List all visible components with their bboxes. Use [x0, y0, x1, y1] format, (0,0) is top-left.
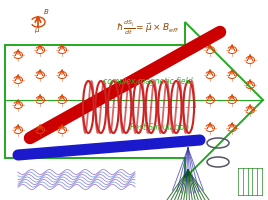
Text: Fast Simulation: Fast Simulation	[131, 123, 189, 132]
Text: complex magnetic field: complex magnetic field	[103, 77, 193, 86]
Text: $\mu$: $\mu$	[34, 26, 40, 35]
Text: B: B	[44, 9, 49, 15]
Text: $\hbar\,\frac{dS_j}{dt} = \vec{\mu} \times B_{eff}$: $\hbar\,\frac{dS_j}{dt} = \vec{\mu} \tim…	[116, 18, 180, 37]
